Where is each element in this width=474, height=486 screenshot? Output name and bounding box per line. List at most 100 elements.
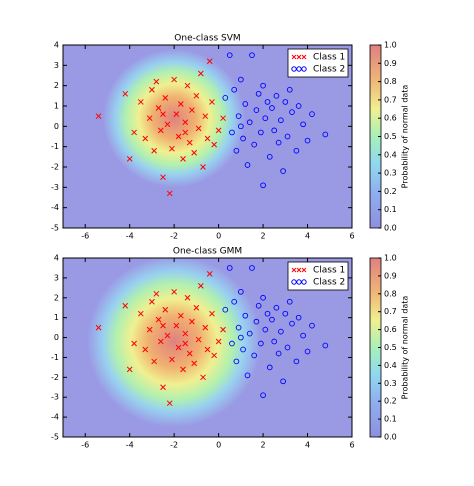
y-tick-label: 3	[54, 61, 59, 70]
point	[182, 330, 189, 337]
legend-marker	[296, 279, 302, 285]
point	[229, 129, 235, 136]
colorbar-tick-label: 1.0	[384, 41, 397, 50]
y-tick-label: 0	[54, 333, 59, 342]
y-tick-label: -1	[51, 142, 59, 151]
colorbar-tick-label: 0.7	[384, 307, 397, 316]
density-field	[103, 49, 246, 188]
point	[173, 322, 180, 329]
point	[189, 107, 195, 113]
point	[197, 282, 204, 289]
point	[269, 316, 275, 323]
y-tick-label: -4	[51, 203, 59, 212]
x-tick-label: 6	[349, 232, 354, 241]
point	[258, 340, 264, 347]
legend-box	[287, 261, 349, 291]
point	[180, 156, 186, 162]
point	[222, 306, 229, 313]
y-tick-label: -3	[51, 183, 59, 192]
point	[160, 384, 166, 391]
point	[260, 392, 266, 399]
point	[289, 109, 295, 115]
y-tick-label: 1	[54, 102, 59, 111]
point	[295, 314, 302, 321]
point	[251, 141, 258, 148]
point	[226, 52, 233, 59]
point	[200, 164, 206, 170]
colorbar-tick-label: 0.8	[384, 77, 397, 86]
point	[95, 113, 102, 120]
point	[237, 76, 244, 83]
point	[293, 358, 300, 365]
point	[237, 123, 244, 130]
legend-label: Class 1	[313, 53, 345, 63]
colorbar-tick-label: 0.1	[384, 205, 397, 214]
point	[293, 147, 300, 154]
point	[211, 352, 218, 359]
x-tick-label: -4	[126, 232, 134, 241]
colorbar-tick-label: 0.7	[384, 95, 397, 104]
point	[235, 324, 242, 331]
point	[233, 358, 240, 365]
legend-marker	[301, 267, 307, 273]
colorbar-tick-label: 0.2	[384, 187, 397, 196]
point	[204, 346, 211, 353]
point	[258, 129, 264, 136]
legend-label: Class 2	[313, 278, 345, 288]
axes-frame	[62, 44, 353, 229]
y-tick-label: -4	[51, 413, 59, 422]
point	[251, 352, 258, 359]
point	[226, 265, 233, 271]
point	[171, 76, 178, 83]
colorbar-tick-label: 0.0	[384, 224, 397, 233]
point	[280, 378, 286, 385]
point	[184, 294, 191, 301]
point	[180, 366, 186, 373]
legend-marker	[291, 66, 297, 72]
colorbar-tick-label: 0.6	[384, 325, 397, 334]
point	[215, 338, 222, 345]
point	[177, 312, 184, 319]
point	[284, 344, 291, 351]
point	[222, 95, 229, 101]
colorbar-label: Probability of normal data	[401, 85, 410, 189]
point	[275, 139, 282, 146]
point	[266, 364, 273, 371]
point	[193, 92, 200, 99]
legend-marker	[296, 66, 302, 72]
point	[184, 82, 191, 89]
legend-marker	[296, 54, 302, 60]
point	[295, 103, 302, 109]
y-tick-label: -5	[51, 433, 59, 442]
point	[304, 137, 311, 144]
point	[175, 133, 182, 140]
point	[169, 145, 175, 152]
point	[164, 332, 171, 339]
point	[162, 95, 169, 101]
point	[240, 135, 246, 142]
point	[237, 334, 244, 341]
point	[195, 125, 202, 132]
point	[242, 312, 249, 319]
point	[157, 338, 164, 345]
colorbar-tick-label: 0.2	[384, 397, 397, 406]
point	[162, 306, 169, 313]
x-tick-label: -6	[81, 441, 89, 450]
point	[142, 135, 149, 142]
point	[278, 117, 284, 124]
point	[231, 86, 238, 93]
colorbar-tick-label: 0.9	[384, 271, 397, 280]
point	[209, 99, 215, 105]
x-tick-label: 4	[305, 232, 310, 241]
y-tick-label: -1	[51, 353, 59, 362]
point	[220, 115, 226, 122]
point	[182, 129, 189, 136]
point	[206, 271, 213, 277]
y-tick-label: -2	[51, 373, 59, 382]
point	[126, 366, 133, 373]
y-tick-label: -2	[51, 163, 59, 172]
x-tick-label: -4	[126, 441, 134, 450]
point	[275, 350, 282, 357]
point	[206, 58, 213, 65]
